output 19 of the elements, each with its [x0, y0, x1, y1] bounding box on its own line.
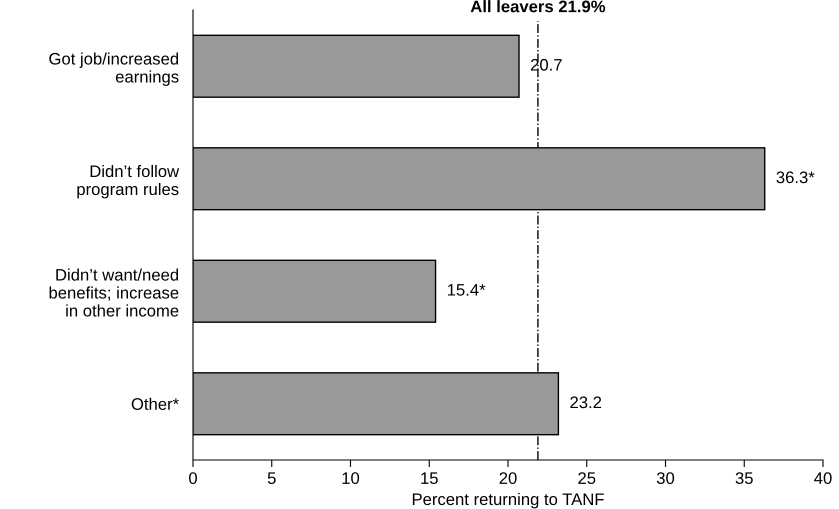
- x-tick-label: 25: [578, 472, 596, 484]
- y-tick-label: Didn’t want/need benefits; increase in other income: [50, 268, 178, 317]
- data-label: 36.3*: [776, 171, 814, 184]
- data-label: 23.2: [570, 396, 602, 408]
- x-tick-label: 35: [736, 472, 753, 484]
- y-tick-label: Other*: [132, 398, 179, 410]
- x-tick-label: 0: [189, 472, 197, 484]
- y-tick-label: Got job/increased earnings: [49, 52, 179, 86]
- x-tick-label: 10: [342, 472, 360, 484]
- data-label: 20.7: [530, 58, 562, 71]
- ref-line-label: All leavers 21.9%: [470, 0, 606, 12]
- data-label: 15.4*: [448, 284, 486, 296]
- x-tick-label: 40: [814, 472, 832, 484]
- x-axis-title: Percent returning to TANF: [412, 492, 604, 508]
- x-tick-label: 5: [268, 472, 276, 484]
- x-tick-label: 15: [421, 472, 438, 484]
- x-tick-label: 30: [656, 472, 674, 484]
- x-tick-label: 20: [500, 472, 517, 484]
- y-tick-label: Didn’t follow program rules: [77, 164, 180, 198]
